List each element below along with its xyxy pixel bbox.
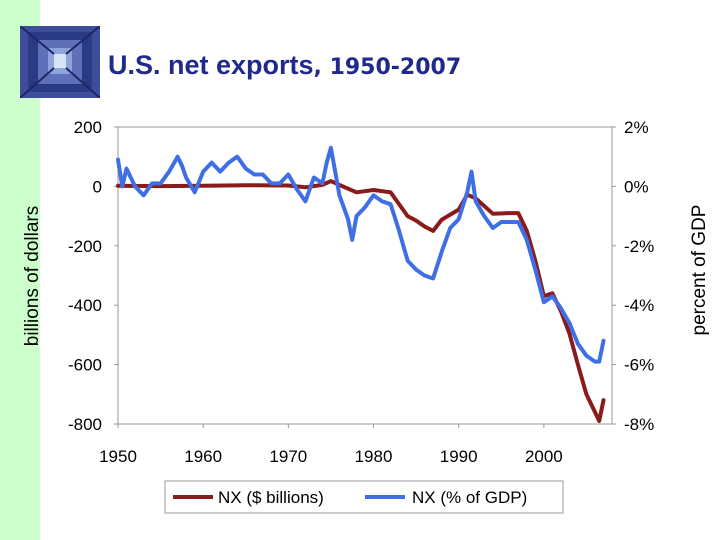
series-line-nx-billions xyxy=(116,179,606,423)
y-right-tick-label: 0% xyxy=(624,177,649,196)
legend-label-nx-billions: NX ($ billions) xyxy=(218,488,324,507)
y-right-tick-label: -4% xyxy=(624,296,654,315)
x-tick-label: 1990 xyxy=(440,447,478,466)
y-left-tick-label: -400 xyxy=(68,296,102,315)
y-right-axis-title: percent of GDP xyxy=(689,205,710,336)
y-left-tick-label: 200 xyxy=(74,118,102,137)
y-right-tick-label: -2% xyxy=(624,237,654,256)
x-tick-label: 1950 xyxy=(99,447,137,466)
slide-title-main: U.S. net exports xyxy=(108,50,314,80)
y-left-tick-label: -800 xyxy=(68,415,102,434)
y-right-tick-label: -8% xyxy=(624,415,654,434)
legend-label-nx-percent-gdp: NX (% of GDP) xyxy=(412,488,527,507)
x-tick-label: 1960 xyxy=(184,447,222,466)
x-tick-label: 1970 xyxy=(269,447,307,466)
y-right-tick-label: 2% xyxy=(624,118,649,137)
y-right-tick-label: -6% xyxy=(624,356,654,375)
plot-area-frame xyxy=(117,126,613,425)
series-line-nx-percent-gdp xyxy=(116,145,606,364)
y-left-tick-label: -600 xyxy=(68,356,102,375)
slide-title-years: , 1950-2007 xyxy=(313,55,462,80)
slide-title: U.S. net exports, 1950-2007 xyxy=(108,50,461,81)
legend-box xyxy=(164,480,564,514)
logo-icon xyxy=(20,26,100,98)
y-left-axis-title: billions of dollars xyxy=(22,206,43,346)
x-tick-label: 2000 xyxy=(525,447,563,466)
y-left-tick-label: -200 xyxy=(68,237,102,256)
y-left-tick-label: 0 xyxy=(93,177,102,196)
x-tick-label: 1980 xyxy=(355,447,393,466)
